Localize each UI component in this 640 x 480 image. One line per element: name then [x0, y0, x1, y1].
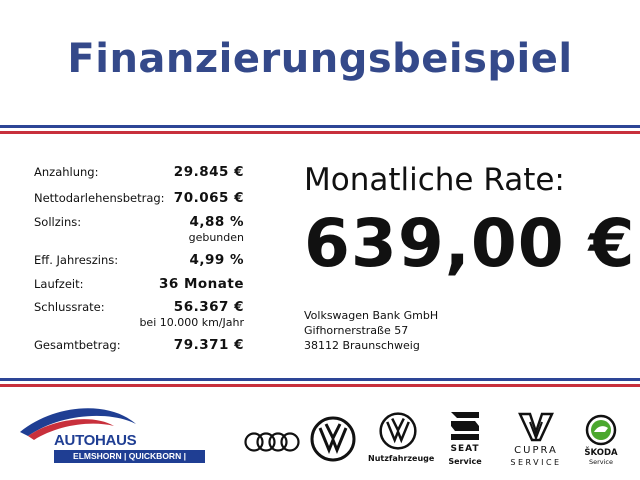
skoda-caption: Service: [588, 458, 614, 466]
monthly-rate-value: 639,00 €: [304, 205, 636, 282]
seat-caption: Service: [448, 457, 482, 466]
row-value: 79.371 €: [173, 337, 244, 353]
dealer-locations: ELMSHORN | QUICKBORN | HAMBURG: [54, 450, 205, 474]
bank-address: Volkswagen Bank GmbH Gifhornerstraße 57 …: [304, 308, 438, 353]
skoda-name: ŠKODA: [584, 448, 618, 458]
monthly-rate-label: Monatliche Rate:: [304, 162, 565, 198]
row-label: Gesamtbetrag:: [34, 338, 121, 352]
row-label: Anzahlung:: [34, 165, 99, 179]
row-value: 4,88 %: [189, 214, 244, 230]
row-note: bei 10.000 km/Jahr: [139, 316, 244, 329]
vw-commercial-caption: Nutzfahrzeuge: [368, 454, 435, 463]
row-label: Sollzins:: [34, 215, 82, 229]
cupra-name: CUPRA: [514, 445, 558, 456]
autohaus-elmshorn-logo: AUTOHAUS ELMSHORN ELMSHORN | QUICKBORN |…: [14, 402, 214, 474]
row-value: 36 Monate: [158, 276, 244, 292]
row-label: Schlussrate:: [34, 300, 105, 314]
page-title: Finanzierungsbeispiel: [67, 36, 573, 82]
row-value: 29.845 €: [173, 164, 244, 180]
audi-rings-icon: [244, 431, 300, 457]
dealer-swoosh-icon: [20, 408, 136, 440]
bottom-stripe-divider: [0, 378, 640, 387]
row-value: 4,99 %: [189, 252, 244, 268]
top-stripe-divider: [0, 125, 640, 134]
cupra-caption: SERVICE: [510, 458, 562, 467]
row-label: Laufzeit:: [34, 277, 84, 291]
vw-commercial-logo-icon: [379, 412, 417, 454]
cupra-logo-icon: [518, 412, 554, 446]
vw-logo-icon: [310, 416, 356, 466]
row-note: gebunden: [188, 231, 244, 244]
bank-street: Gifhornerstraße 57: [304, 324, 409, 337]
row-label: Nettodarlehensbetrag:: [34, 191, 165, 205]
bank-city: 38112 Braunschweig: [304, 339, 420, 352]
skoda-logo-icon: [585, 414, 617, 450]
row-label: Eff. Jahreszins:: [34, 253, 119, 267]
row-value: 56.367 €: [173, 299, 244, 315]
bank-name: Volkswagen Bank GmbH: [304, 309, 439, 322]
seat-name: SEAT: [450, 444, 480, 454]
row-value: 70.065 €: [173, 190, 244, 206]
seat-logo-icon: [449, 410, 481, 446]
